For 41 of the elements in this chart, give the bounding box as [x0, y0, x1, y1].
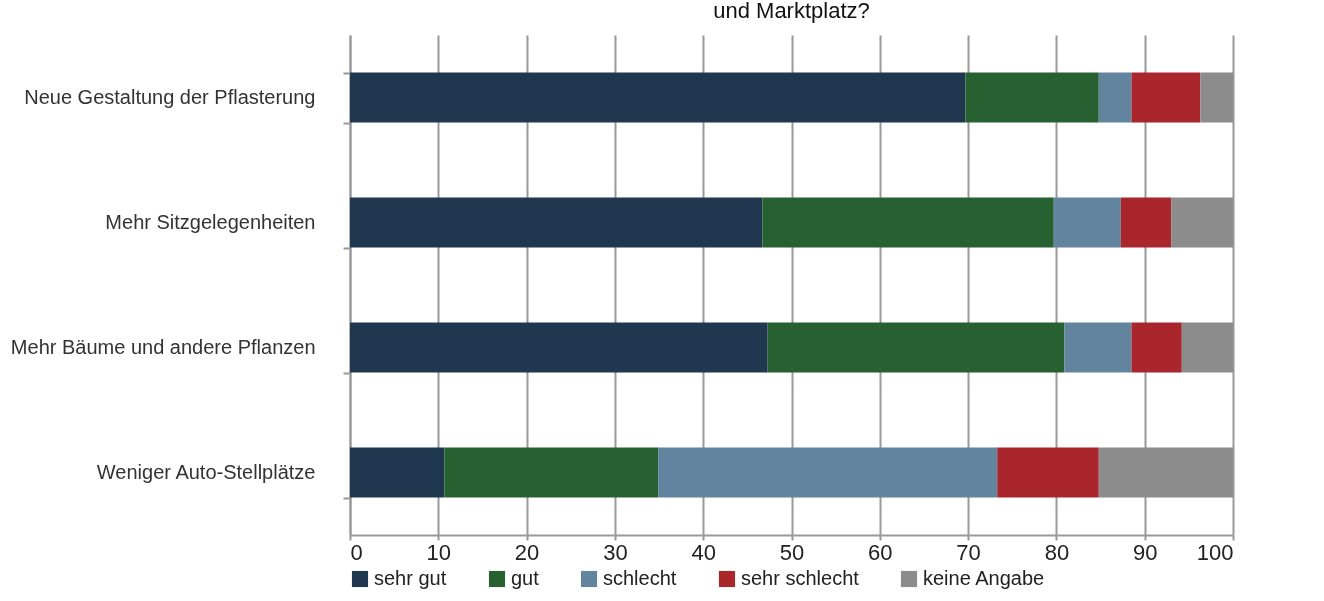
bar [1200, 72, 1233, 123]
x-tick-label: 50 [779, 539, 805, 565]
bar [1131, 322, 1182, 373]
bar [1098, 72, 1132, 123]
bar [767, 322, 1065, 373]
bar [1120, 197, 1172, 248]
y-tick-label: Mehr Bäume und andere Pflanzen [10, 336, 316, 358]
bar [350, 72, 966, 123]
bar [1098, 447, 1233, 498]
bar [1181, 322, 1233, 373]
x-tick-label: 100 [1196, 539, 1234, 565]
x-tick-label: 40 [691, 539, 716, 565]
bar [965, 72, 1099, 123]
legend-label: schlecht [603, 567, 677, 589]
legend-label: keine Angabe [923, 567, 1045, 589]
x-tick-label: 70 [956, 539, 981, 565]
y-tick-label: Weniger Auto-Stellplätze [96, 461, 316, 483]
bar [658, 447, 998, 498]
x-tick-label: 10 [426, 539, 452, 565]
bar [1171, 197, 1233, 248]
chart-title: und Marktplatz? [713, 0, 870, 23]
x-tick-label: 30 [603, 539, 628, 565]
x-tick-label: 60 [868, 539, 893, 565]
y-tick-label: Mehr Sitzgelegenheiten [105, 211, 316, 233]
bar [997, 447, 1099, 498]
legend-label: sehr gut [374, 567, 447, 589]
bar [350, 447, 445, 498]
x-tick-label: 20 [514, 539, 540, 565]
bar [762, 197, 1054, 248]
legend-label: gut [511, 567, 540, 589]
bar [350, 197, 763, 248]
bar [444, 447, 659, 498]
bar [1053, 197, 1121, 248]
bar [350, 322, 768, 373]
x-tick-label: 80 [1044, 539, 1070, 565]
y-tick-label: Neue Gestaltung der Pflasterung [24, 86, 316, 108]
bar [1131, 72, 1201, 123]
x-tick-label: 0 [350, 539, 363, 565]
bar [1064, 322, 1132, 373]
x-tick-label: 90 [1132, 539, 1158, 565]
legend-label: sehr schlecht [741, 567, 860, 589]
